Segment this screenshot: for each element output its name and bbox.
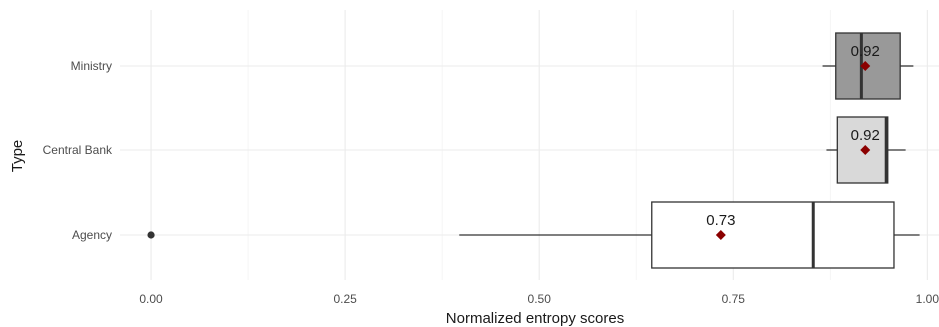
x-tick-label: 0.00 — [139, 292, 163, 306]
y-tick-label: Central Bank — [43, 143, 113, 157]
x-tick-label: 1.00 — [916, 292, 939, 306]
y-axis-title: Type — [9, 140, 26, 173]
y-tick-label: Ministry — [71, 59, 112, 73]
mean-label: 0.92 — [851, 43, 880, 60]
x-tick-label: 0.75 — [722, 292, 746, 306]
mean-marker — [715, 230, 726, 240]
mean-label: 0.92 — [851, 127, 880, 144]
iqr-box — [651, 201, 895, 269]
box-group-ministry: 0.92 — [822, 32, 914, 100]
mean-marker — [860, 61, 871, 71]
mean-marker — [860, 145, 871, 155]
x-axis-title: Normalized entropy scores — [446, 310, 624, 327]
box-group-agency: 0.73 — [147, 201, 920, 269]
x-tick-labels: 0.00 0.25 0.50 0.75 1.00 — [139, 292, 939, 306]
y-tick-label: Agency — [72, 228, 112, 242]
box-group-central-bank: 0.92 — [826, 116, 906, 184]
mean-label: 0.73 — [706, 212, 735, 229]
x-tick-label: 0.50 — [528, 292, 552, 306]
x-tick-label: 0.25 — [333, 292, 357, 306]
outlier-point — [147, 231, 155, 239]
boxes-layer: 0.92 0.92 0.73 — [147, 32, 920, 269]
y-tick-labels: Ministry Central Bank Agency — [43, 59, 113, 242]
